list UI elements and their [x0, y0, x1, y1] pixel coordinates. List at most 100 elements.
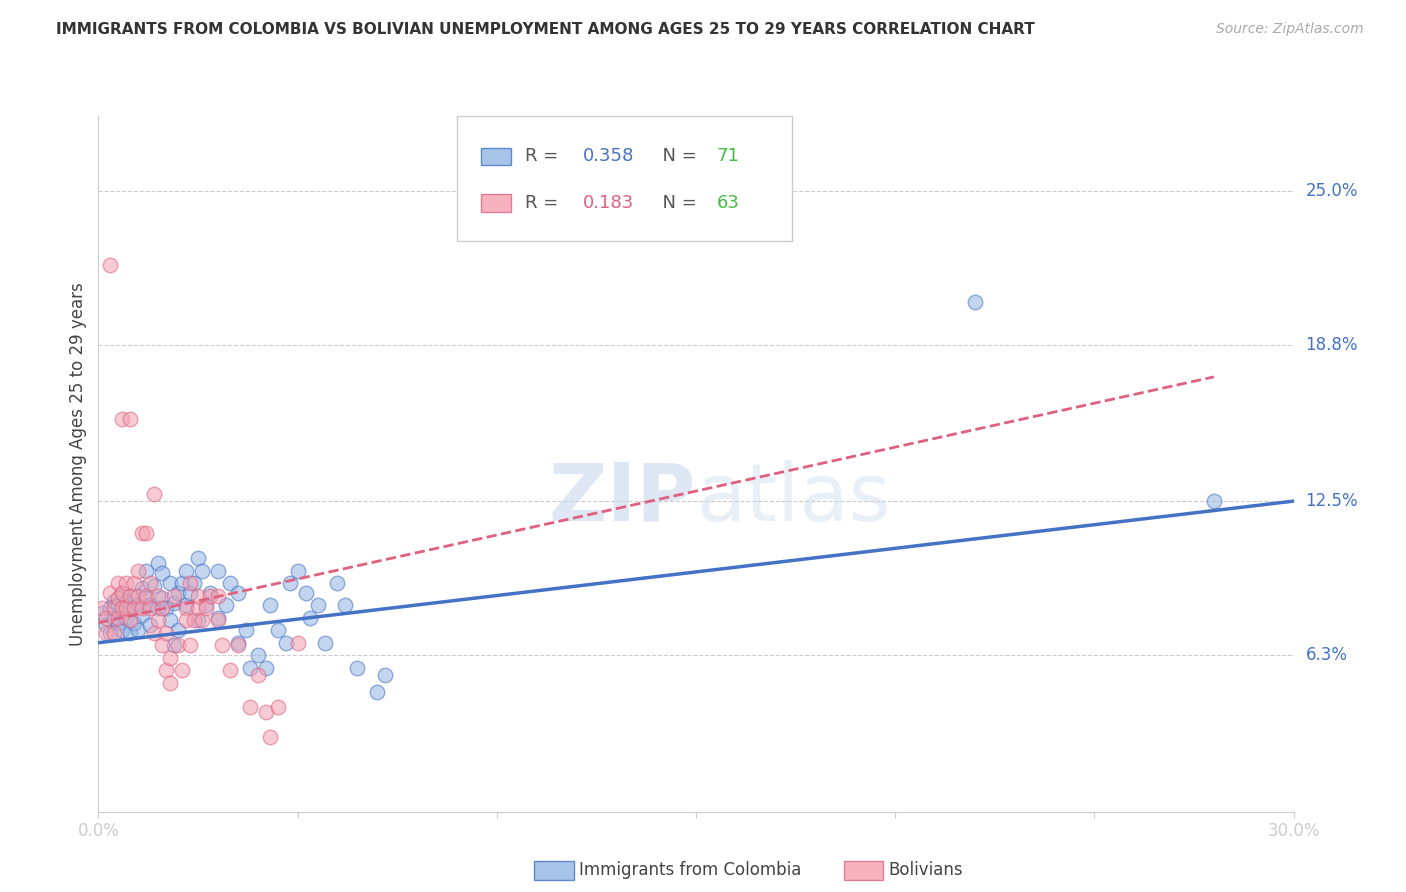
Point — [159, 675, 181, 690]
Point — [187, 614, 209, 628]
Point — [215, 599, 238, 613]
Point — [127, 599, 149, 613]
Point — [287, 636, 309, 650]
Point — [148, 614, 170, 628]
Text: R =: R = — [524, 147, 564, 165]
Point — [246, 648, 269, 662]
Point — [135, 564, 157, 578]
Point — [120, 589, 142, 603]
Point — [150, 566, 173, 581]
Point — [187, 601, 209, 615]
Point — [374, 668, 396, 682]
Point — [174, 564, 197, 578]
Point — [115, 593, 138, 607]
Point — [143, 625, 166, 640]
Point — [267, 624, 290, 638]
Point — [111, 624, 134, 638]
Text: 0.358: 0.358 — [582, 147, 634, 165]
Point — [127, 589, 149, 603]
Point — [187, 589, 209, 603]
Text: Bolivians: Bolivians — [889, 861, 963, 879]
Point — [172, 576, 194, 591]
Point — [335, 599, 357, 613]
Point — [167, 624, 190, 638]
Point — [219, 576, 242, 591]
Point — [326, 576, 349, 591]
Point — [239, 700, 262, 714]
Point — [191, 564, 214, 578]
Point — [120, 625, 142, 640]
Point — [259, 599, 281, 613]
Point — [96, 611, 118, 625]
Point — [124, 589, 146, 603]
Point — [183, 576, 205, 591]
Point — [107, 615, 129, 630]
Point — [254, 706, 277, 720]
Text: N =: N = — [651, 194, 702, 212]
Text: atlas: atlas — [696, 459, 890, 538]
Point — [226, 586, 249, 600]
Point — [1202, 494, 1225, 508]
Point — [167, 586, 190, 600]
Point — [135, 526, 157, 541]
Point — [315, 636, 337, 650]
Point — [150, 638, 173, 652]
Point — [183, 614, 205, 628]
Text: 71: 71 — [716, 147, 740, 165]
Point — [963, 295, 986, 310]
Point — [179, 586, 201, 600]
Point — [219, 663, 242, 677]
Point — [96, 625, 118, 640]
Point — [120, 412, 142, 426]
Point — [211, 638, 233, 652]
Text: N =: N = — [651, 147, 702, 165]
Point — [124, 601, 146, 615]
Point — [150, 591, 173, 605]
Point — [150, 601, 173, 615]
Text: R =: R = — [524, 194, 564, 212]
Point — [246, 668, 269, 682]
Point — [111, 586, 134, 600]
Point — [346, 660, 368, 674]
Point — [278, 576, 301, 591]
Point — [131, 581, 153, 595]
Point — [148, 556, 170, 570]
Point — [139, 599, 162, 613]
Point — [287, 564, 309, 578]
Point — [163, 638, 186, 652]
Point — [179, 638, 201, 652]
Point — [254, 660, 277, 674]
Point — [174, 601, 197, 615]
Text: ZIP: ZIP — [548, 459, 696, 538]
Point — [115, 601, 138, 615]
FancyBboxPatch shape — [457, 116, 792, 241]
Point — [207, 564, 229, 578]
Point — [235, 624, 257, 638]
FancyBboxPatch shape — [481, 147, 510, 165]
Point — [107, 599, 129, 613]
Point — [191, 614, 214, 628]
Point — [307, 599, 329, 613]
Point — [155, 625, 177, 640]
Point — [103, 593, 125, 607]
Point — [139, 601, 162, 615]
Point — [120, 614, 142, 628]
Point — [198, 586, 221, 600]
Text: 25.0%: 25.0% — [1305, 181, 1358, 200]
Point — [115, 576, 138, 591]
Point — [167, 638, 190, 652]
Point — [131, 526, 153, 541]
Point — [163, 596, 186, 610]
Point — [159, 576, 181, 591]
Text: Immigrants from Colombia: Immigrants from Colombia — [579, 861, 801, 879]
Point — [198, 589, 221, 603]
Point — [194, 601, 218, 615]
Point — [274, 636, 297, 650]
Point — [207, 611, 229, 625]
Point — [366, 685, 388, 699]
Point — [148, 601, 170, 615]
Text: 12.5%: 12.5% — [1305, 492, 1358, 510]
Point — [207, 589, 229, 603]
Point — [172, 663, 194, 677]
Point — [143, 486, 166, 500]
